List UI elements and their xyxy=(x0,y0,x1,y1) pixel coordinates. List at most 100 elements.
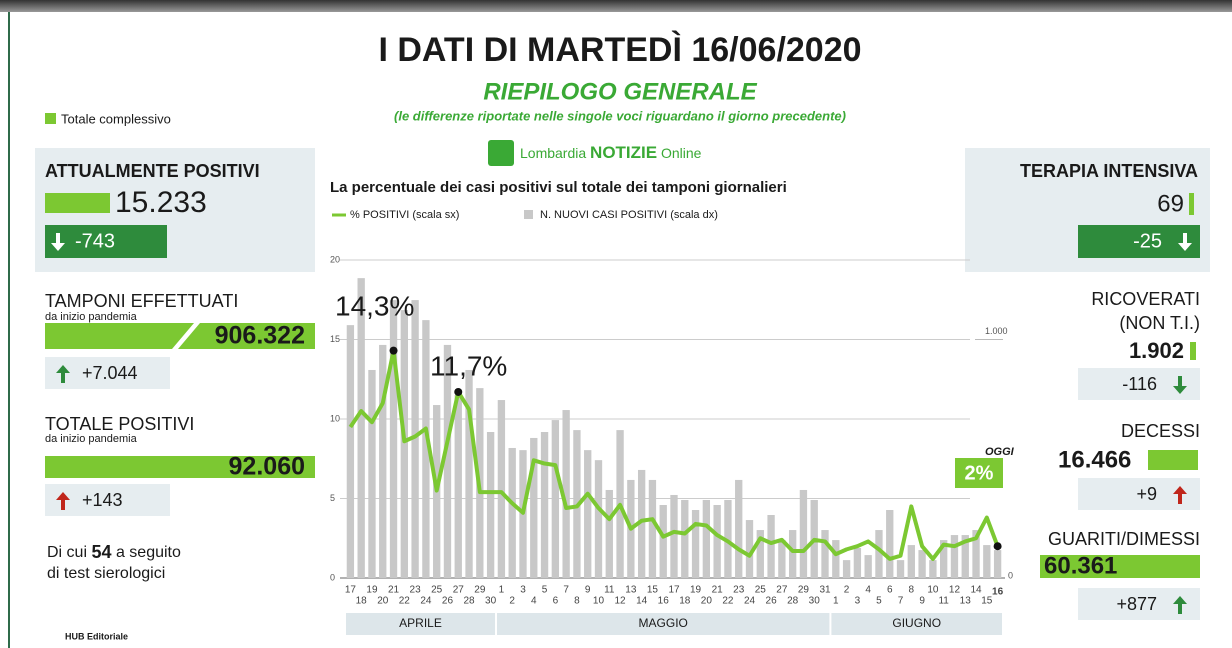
bar xyxy=(486,432,495,578)
value: 1.902 xyxy=(1129,338,1184,363)
annotation: 11,7% xyxy=(430,350,507,381)
x-tick-label: 4 xyxy=(865,585,871,596)
x-tick-label: 17 xyxy=(668,585,680,596)
x-tick-label: 30 xyxy=(809,596,821,607)
x-tick-label: 28 xyxy=(787,596,799,607)
annotation: OGGI xyxy=(985,446,1015,458)
bar xyxy=(756,530,764,578)
bar xyxy=(993,550,1002,578)
bar xyxy=(983,545,991,578)
value-bar xyxy=(1040,555,1200,578)
bar xyxy=(950,535,959,578)
delta: -116 xyxy=(1122,374,1157,394)
x-tick-label: 1 xyxy=(833,596,839,607)
x-tick-label: 13 xyxy=(625,585,637,596)
x-tick-label: 11 xyxy=(604,585,615,596)
x-tick-label: 26 xyxy=(766,596,778,607)
bar xyxy=(670,494,678,578)
x-tick-label: 9 xyxy=(919,596,925,607)
x-tick-label: 19 xyxy=(366,585,378,596)
bar xyxy=(400,310,408,578)
x-tick-label: 10 xyxy=(593,596,605,607)
bar xyxy=(368,369,376,578)
bar xyxy=(357,278,365,578)
x-tick-label: 27 xyxy=(776,585,788,596)
x-tick-label: 14 xyxy=(970,585,982,596)
label: RICOVERATI xyxy=(1091,289,1200,309)
bar xyxy=(346,325,355,578)
left-border xyxy=(8,12,10,648)
month-label: MAGGIO xyxy=(639,616,688,630)
value-bar xyxy=(1148,450,1198,470)
bar xyxy=(584,450,592,578)
x-tick-label: 18 xyxy=(679,596,691,607)
bar xyxy=(745,520,754,578)
x-tick-label: 19 xyxy=(690,585,702,596)
x-tick-label: 20 xyxy=(701,596,713,607)
bar xyxy=(940,540,948,578)
value: 16.466 xyxy=(1058,446,1131,473)
x-tick-label: 18 xyxy=(356,596,368,607)
x-tick-label: 22 xyxy=(722,596,734,607)
x-tick-label: 16 xyxy=(658,596,670,607)
x-tick-label: 8 xyxy=(574,596,580,607)
month-label: APRILE xyxy=(399,616,442,630)
x-tick-label: 5 xyxy=(542,585,548,596)
value-bar xyxy=(45,456,315,478)
annotation: 2% xyxy=(965,462,994,484)
label: TOTALE POSITIVI xyxy=(45,414,194,434)
x-tick-label: 9 xyxy=(585,585,591,596)
bar xyxy=(454,395,462,578)
bar xyxy=(605,489,613,578)
label: DECESSI xyxy=(1121,421,1200,441)
y-tick-label: 10 xyxy=(330,413,340,423)
bar xyxy=(896,560,905,578)
bar xyxy=(853,547,862,578)
delta-box xyxy=(1078,225,1200,258)
x-tick-label: 14 xyxy=(636,596,648,607)
label: TERAPIA INTENSIVA xyxy=(1020,161,1198,181)
bar xyxy=(875,530,883,578)
bar xyxy=(443,344,452,578)
bar xyxy=(907,545,915,578)
bar xyxy=(886,510,894,578)
bar xyxy=(724,499,732,578)
x-tick-label: 2 xyxy=(509,596,515,607)
x-tick-label: 4 xyxy=(531,596,537,607)
month-label: GIUGNO xyxy=(892,616,941,630)
value: 69 xyxy=(1157,190,1184,217)
y-tick-label: 20 xyxy=(330,254,340,264)
bar xyxy=(778,540,786,578)
arrow-icon xyxy=(56,492,70,510)
month-band xyxy=(346,613,496,635)
x-tick-label: 5 xyxy=(876,596,882,607)
y-tick-label: 0 xyxy=(330,572,335,582)
value-bar xyxy=(45,193,110,213)
x-tick-label: 25 xyxy=(431,585,443,596)
label: (NON T.I.) xyxy=(1119,313,1200,333)
point xyxy=(454,387,463,396)
delta: -743 xyxy=(75,230,115,252)
legend-label: % POSITIVI (scala sx) xyxy=(350,209,459,221)
bar xyxy=(864,555,872,578)
arrow-icon xyxy=(51,233,65,251)
legend-swatch xyxy=(45,113,56,124)
legend: Totale complessivo xyxy=(61,111,171,126)
delta: +143 xyxy=(82,490,123,510)
x-tick-label: 12 xyxy=(615,596,627,607)
value: 60.361 xyxy=(1044,552,1117,579)
delta: +9 xyxy=(1136,484,1157,504)
x-tick-label: 23 xyxy=(733,585,745,596)
delta: +877 xyxy=(1116,594,1157,614)
x-tick-label: 8 xyxy=(909,585,915,596)
bar xyxy=(972,530,980,578)
bar xyxy=(713,505,721,578)
bar xyxy=(767,515,775,578)
x-tick-label: 1 xyxy=(499,585,505,596)
x-tick-label: 16 xyxy=(992,587,1004,598)
annotation-box xyxy=(955,458,1003,488)
label: TAMPONI EFFETTUATI xyxy=(45,291,238,311)
x-tick-label: 6 xyxy=(553,596,559,607)
y2-tick-label: 0 xyxy=(1008,570,1013,580)
